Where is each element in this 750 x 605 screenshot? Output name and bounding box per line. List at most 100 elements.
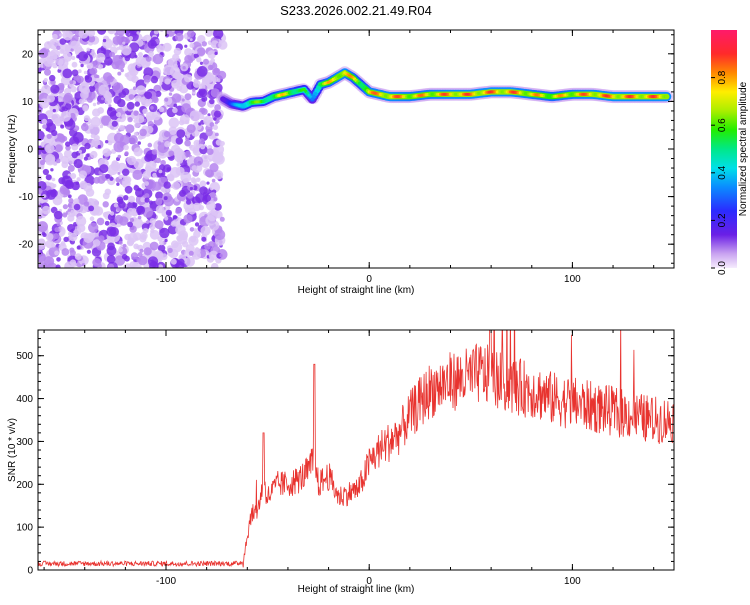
noise-speckle: [69, 249, 76, 256]
noise-speckle: [143, 67, 154, 78]
noise-speckle: [54, 227, 60, 233]
noise-speckle: [210, 58, 215, 63]
snr-y-tick-label: 500: [16, 351, 33, 362]
noise-speckle: [200, 225, 211, 236]
noise-speckle: [218, 40, 228, 50]
noise-speckle: [89, 124, 100, 136]
noise-speckle: [142, 36, 147, 42]
noise-speckle: [38, 67, 42, 73]
noise-speckle: [96, 101, 100, 105]
noise-speckle: [157, 264, 164, 268]
noise-speckle: [88, 85, 96, 92]
noise-speckle: [205, 128, 213, 137]
noise-speckle: [207, 50, 216, 59]
noise-speckle: [142, 170, 151, 179]
noise-speckle: [157, 236, 163, 242]
noise-speckle: [67, 208, 72, 212]
noise-speckle: [214, 229, 226, 241]
snr-x-tick-label: 100: [564, 576, 581, 587]
noise-speckle: [176, 85, 183, 92]
snr-y-tick-label: 0: [27, 566, 33, 577]
noise-speckle: [184, 207, 191, 213]
noise-speckle: [178, 258, 185, 266]
ridge-core: [665, 95, 669, 99]
noise-speckle: [150, 75, 159, 84]
noise-speckle: [67, 194, 72, 199]
noise-speckle: [57, 68, 62, 73]
ridge-core: [315, 88, 319, 93]
noise-speckle: [193, 230, 201, 238]
noise-speckle: [96, 52, 106, 63]
noise-speckle: [205, 169, 213, 178]
noise-speckle: [214, 51, 218, 56]
noise-speckle: [65, 180, 74, 190]
noise-speckle: [92, 108, 101, 117]
noise-speckle: [213, 170, 224, 180]
noise-speckle: [64, 103, 72, 110]
noise-speckle: [184, 55, 193, 64]
noise-speckle: [143, 74, 152, 83]
noise-speckle: [165, 209, 172, 216]
noise-speckle: [174, 154, 183, 162]
noise-speckle: [184, 119, 190, 125]
noise-speckle: [75, 215, 87, 227]
noise-speckle: [140, 150, 144, 154]
noise-speckle: [106, 107, 117, 117]
noise-speckle: [71, 151, 78, 159]
noise-speckle: [203, 194, 212, 203]
noise-speckle: [82, 122, 87, 127]
noise-speckle: [71, 35, 79, 42]
noise-speckle: [184, 74, 193, 83]
noise-speckle: [177, 234, 188, 245]
noise-speckle: [189, 144, 196, 151]
noise-speckle: [126, 101, 135, 110]
noise-speckle: [118, 247, 123, 253]
noise-speckle: [184, 44, 188, 48]
noise-speckle: [164, 78, 171, 85]
noise-speckle: [206, 181, 210, 185]
noise-speckle: [54, 210, 63, 220]
noise-speckle: [119, 134, 130, 145]
spectrogram-x-tick-label: 0: [366, 274, 372, 285]
noise-speckle: [69, 112, 76, 119]
noise-speckle: [56, 45, 61, 50]
noise-speckle: [207, 64, 214, 71]
noise-speckle: [213, 30, 224, 39]
noise-speckle: [88, 205, 95, 212]
noise-speckle: [106, 254, 116, 264]
noise-speckle: [213, 110, 222, 118]
noise-speckle: [121, 45, 132, 56]
noise-speckle: [186, 199, 192, 205]
chart-title: S233.2026.002.21.49.R04: [280, 3, 432, 18]
noise-speckle: [76, 223, 86, 233]
noise-speckle: [132, 202, 138, 208]
noise-speckle: [83, 115, 90, 122]
noise-speckle: [63, 94, 72, 104]
noise-speckle: [71, 143, 79, 151]
noise-speckle: [78, 149, 82, 154]
noise-speckle: [204, 243, 211, 250]
noise-speckle: [124, 55, 131, 62]
noise-speckle: [51, 129, 58, 137]
noise-speckle: [168, 126, 178, 135]
noise-speckle: [87, 30, 96, 37]
noise-speckle: [124, 151, 129, 156]
snr-y-tick-label: 300: [16, 437, 33, 448]
noise-speckle: [136, 205, 146, 215]
noise-speckle: [155, 198, 163, 206]
noise-speckle: [107, 242, 115, 251]
noise-speckle: [189, 110, 201, 122]
noise-speckle: [128, 195, 136, 203]
noise-speckle: [155, 90, 162, 97]
noise-speckle: [213, 67, 220, 74]
noise-speckle: [192, 202, 202, 212]
snr-y-axis-label: SNR (10 * v/v): [7, 418, 18, 482]
noise-speckle: [181, 103, 192, 114]
noise-region: [38, 30, 228, 268]
noise-speckle: [62, 30, 73, 41]
noise-speckle: [173, 71, 182, 80]
noise-speckle: [206, 200, 216, 211]
noise-speckle: [200, 144, 206, 150]
noise-speckle: [83, 156, 88, 161]
noise-speckle: [47, 262, 58, 268]
